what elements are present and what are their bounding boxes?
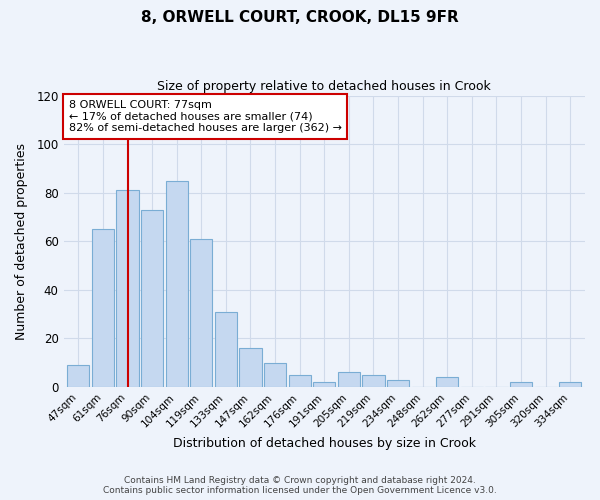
- Text: 8 ORWELL COURT: 77sqm
← 17% of detached houses are smaller (74)
82% of semi-deta: 8 ORWELL COURT: 77sqm ← 17% of detached …: [69, 100, 342, 133]
- Bar: [362, 375, 385, 387]
- Bar: [289, 375, 311, 387]
- Bar: [141, 210, 163, 387]
- Bar: [387, 380, 409, 387]
- Bar: [264, 362, 286, 387]
- Text: 8, ORWELL COURT, CROOK, DL15 9FR: 8, ORWELL COURT, CROOK, DL15 9FR: [141, 10, 459, 25]
- Bar: [338, 372, 360, 387]
- Bar: [116, 190, 139, 387]
- Bar: [510, 382, 532, 387]
- Bar: [436, 377, 458, 387]
- Bar: [92, 229, 114, 387]
- Bar: [166, 180, 188, 387]
- Text: Contains HM Land Registry data © Crown copyright and database right 2024.
Contai: Contains HM Land Registry data © Crown c…: [103, 476, 497, 495]
- Bar: [313, 382, 335, 387]
- Bar: [239, 348, 262, 387]
- X-axis label: Distribution of detached houses by size in Crook: Distribution of detached houses by size …: [173, 437, 476, 450]
- Bar: [190, 239, 212, 387]
- Bar: [215, 312, 237, 387]
- Title: Size of property relative to detached houses in Crook: Size of property relative to detached ho…: [157, 80, 491, 93]
- Bar: [559, 382, 581, 387]
- Y-axis label: Number of detached properties: Number of detached properties: [15, 143, 28, 340]
- Bar: [67, 365, 89, 387]
